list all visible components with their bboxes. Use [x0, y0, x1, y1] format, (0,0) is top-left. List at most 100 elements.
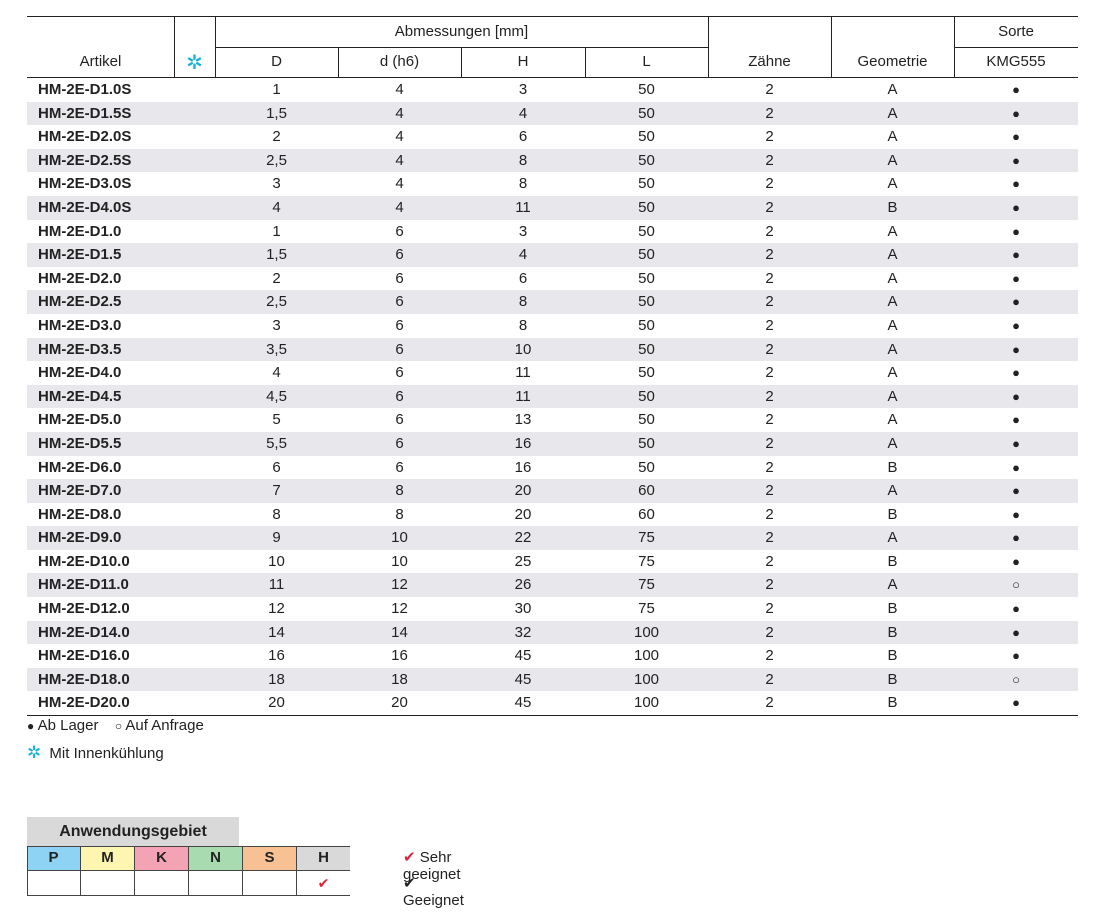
- cell-d: 6: [395, 222, 404, 240]
- cell-D: 3,5: [266, 340, 287, 358]
- cell-H: 30: [514, 600, 532, 618]
- grid-top-rule: [27, 846, 350, 847]
- table-row: HM-2E-D1.5S 1,5 4 4 50 2 A ●: [27, 101, 1078, 126]
- cell-z: 2: [765, 316, 774, 334]
- cell-H: 3: [518, 222, 528, 240]
- cell-D: 4,5: [266, 387, 287, 405]
- cell-H: 11: [515, 198, 531, 216]
- article-number: HM-2E-D1.0S: [38, 81, 132, 98]
- cell-z: 2: [765, 364, 774, 382]
- product-table: Artikel ✲ Abmessungen [mm] D d (h6) H L …: [27, 16, 1078, 717]
- cell-st: ●: [1012, 459, 1020, 475]
- cell-L: 50: [638, 104, 655, 122]
- good-key: ✔ Geeignet: [403, 874, 464, 909]
- cell-geo: A: [887, 434, 898, 452]
- cell-z: 2: [765, 434, 774, 452]
- article-number: HM-2E-D11.0: [38, 576, 129, 594]
- header-D: D: [271, 53, 282, 70]
- cell-L: 50: [638, 175, 655, 193]
- stock-legend: ● Ab Lager ○ Auf Anfrage: [27, 717, 204, 734]
- cell-st: ●: [1012, 648, 1020, 664]
- table-header: Artikel ✲ Abmessungen [mm] D d (h6) H L …: [27, 16, 1078, 78]
- cell-z: 2: [765, 293, 774, 311]
- cell-d: 4: [395, 128, 404, 146]
- cell-D: 7: [272, 482, 281, 500]
- cell-st: ●: [1012, 176, 1020, 192]
- article-number: HM-2E-D14.0: [38, 623, 130, 641]
- cell-geo: B: [887, 647, 898, 665]
- material-grid: P M K N S H ✔: [27, 846, 350, 896]
- cell-D: 11: [268, 576, 285, 594]
- table-row: HM-2E-D5.0 5 6 13 50 2 A ●: [27, 408, 1078, 432]
- auf-anfrage-label: Auf Anfrage: [125, 717, 204, 734]
- cell-geo: A: [887, 293, 898, 311]
- innenkuehlung-label: Mit Innenkühlung: [49, 745, 164, 762]
- article-number: HM-2E-D1.0: [38, 222, 122, 240]
- article-number: HM-2E-D3.0: [38, 316, 122, 334]
- cell-D: 18: [268, 670, 285, 688]
- cell-D: 16: [268, 647, 285, 665]
- material-p: P: [27, 846, 80, 870]
- cell-st: ●: [1012, 695, 1020, 711]
- cell-L: 100: [633, 623, 660, 641]
- suitability-mark: [243, 871, 296, 895]
- table-row: HM-2E-D16.0 16 16 45 100 2 B ●: [27, 644, 1078, 668]
- cell-z: 2: [765, 269, 774, 287]
- article-number: HM-2E-D2.0S: [38, 128, 132, 146]
- header-zaehne: Zähne: [748, 53, 791, 70]
- article-number: HM-2E-D2.0: [38, 269, 122, 287]
- article-number: HM-2E-D1.5S: [38, 104, 132, 122]
- cell-geo: B: [887, 458, 898, 476]
- cell-geo: B: [887, 198, 898, 216]
- divider: [585, 47, 586, 78]
- cell-d: 8: [395, 482, 404, 500]
- article-number: HM-2E-D20.0: [38, 694, 130, 712]
- cell-H: 26: [514, 576, 532, 594]
- cell-st: ●: [1012, 365, 1020, 381]
- cell-d: 6: [395, 269, 404, 287]
- table-row: HM-2E-D5.5 5,5 6 16 50 2 A ●: [27, 431, 1078, 456]
- suitability-mark: [27, 871, 80, 895]
- cell-H: 4: [518, 104, 528, 122]
- cell-st: ●: [1012, 388, 1020, 404]
- cell-d: 12: [391, 576, 408, 594]
- cell-d: 14: [391, 623, 408, 641]
- cell-st: ●: [1012, 199, 1020, 215]
- cell-L: 50: [638, 269, 655, 287]
- cell-z: 2: [765, 411, 774, 429]
- cell-L: 50: [638, 458, 655, 476]
- cell-L: 50: [638, 222, 655, 240]
- cell-H: 16: [514, 458, 532, 476]
- cell-z: 2: [765, 529, 774, 547]
- filled-dot-icon: ●: [27, 719, 35, 733]
- table-bottom-rule: [27, 715, 1078, 717]
- application-title: Anwendungsgebiet: [27, 817, 239, 846]
- cell-geo: A: [887, 576, 898, 594]
- grid-bottom-rule: [27, 895, 350, 896]
- cell-st: ●: [1012, 530, 1020, 546]
- divider: [954, 16, 955, 78]
- cell-z: 2: [765, 222, 774, 240]
- cell-H: 45: [514, 694, 532, 712]
- sorte-rule: [954, 47, 1078, 48]
- cell-geo: A: [887, 222, 898, 240]
- cell-geo: A: [887, 364, 898, 382]
- article-number: HM-2E-D8.0: [38, 505, 122, 523]
- cell-D: 5,5: [266, 434, 287, 452]
- cell-d: 4: [395, 198, 404, 216]
- cell-d: 6: [395, 246, 404, 264]
- material-m: M: [81, 846, 134, 870]
- cell-st: ●: [1012, 601, 1020, 617]
- cell-D: 5: [272, 411, 281, 429]
- cell-d: 4: [395, 81, 404, 98]
- cell-D: 8: [272, 505, 281, 523]
- cell-z: 2: [765, 647, 774, 665]
- cell-H: 25: [514, 552, 532, 570]
- cell-D: 1: [272, 222, 281, 240]
- cell-H: 3: [518, 81, 528, 98]
- article-number: HM-2E-D2.5S: [38, 151, 132, 169]
- table-row: HM-2E-D12.0 12 12 30 75 2 B ●: [27, 597, 1078, 621]
- cell-z: 2: [765, 552, 774, 570]
- cell-geo: A: [887, 411, 898, 429]
- table-body: HM-2E-D1.0S 1 4 3 50 2 A ● HM-2E-D1.5S 1,5 4 4 50 2 A ●…: [27, 78, 1078, 715]
